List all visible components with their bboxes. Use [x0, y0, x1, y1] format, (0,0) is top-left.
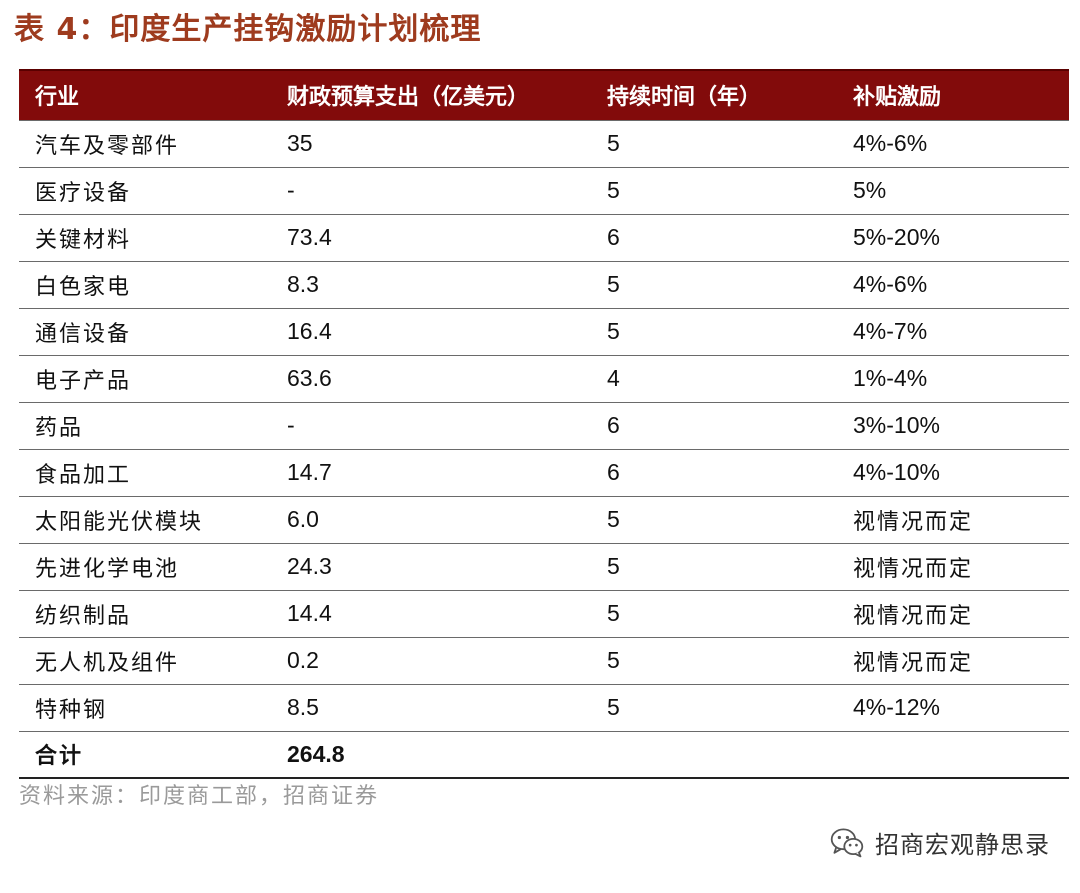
brand-name: 招商宏观静思录 [875, 830, 1050, 859]
table-row: 无人机及组件 0.2 5 视情况而定 [19, 637, 1069, 685]
incentive-cell: 视情况而定 [837, 590, 1069, 638]
incentive-cell: 5%-20% [837, 214, 1069, 262]
budget-cell: 8.5 [271, 684, 591, 732]
budget-cell: 73.4 [271, 214, 591, 262]
incentive-cell: 4%-10% [837, 449, 1069, 497]
table-header-row: 行业 财政预算支出（亿美元） 持续时间（年） 补贴激励 [19, 69, 1069, 120]
industry-cell: 关键材料 [19, 214, 271, 262]
wechat-icon [830, 828, 864, 858]
header-incentive: 补贴激励 [837, 69, 1069, 120]
duration-cell: 6 [591, 214, 837, 262]
total-empty-incentive [837, 731, 1069, 779]
total-row: 合计 264.8 [19, 731, 1069, 779]
industry-cell: 汽车及零部件 [19, 119, 271, 168]
duration-cell: 5 [591, 119, 837, 168]
total-label: 合计 [19, 731, 271, 779]
incentive-cell: 4%-6% [837, 119, 1069, 168]
table-row: 电子产品 63.6 4 1%-4% [19, 355, 1069, 403]
industry-cell: 食品加工 [19, 449, 271, 497]
industry-cell: 通信设备 [19, 308, 271, 356]
incentive-cell: 1%-4% [837, 355, 1069, 403]
header-industry: 行业 [19, 69, 271, 120]
industry-cell: 特种钢 [19, 684, 271, 732]
incentive-cell: 3%-10% [837, 402, 1069, 450]
industry-cell: 先进化学电池 [19, 543, 271, 591]
incentive-cell: 视情况而定 [837, 637, 1069, 685]
table-row: 汽车及零部件 35 5 4%-6% [19, 119, 1069, 168]
table-row: 太阳能光伏模块 6.0 5 视情况而定 [19, 496, 1069, 544]
budget-cell: 6.0 [271, 496, 591, 544]
table-row: 特种钢 8.5 5 4%-12% [19, 684, 1069, 732]
industry-cell: 药品 [19, 402, 271, 450]
budget-cell: 8.3 [271, 261, 591, 309]
budget-cell: 35 [271, 119, 591, 168]
total-value: 264.8 [271, 731, 591, 779]
industry-cell: 纺织制品 [19, 590, 271, 638]
table-row: 通信设备 16.4 5 4%-7% [19, 308, 1069, 356]
duration-cell: 4 [591, 355, 837, 403]
incentive-cell: 4%-6% [837, 261, 1069, 309]
incentive-cell: 视情况而定 [837, 496, 1069, 544]
incentive-cell: 5% [837, 167, 1069, 215]
duration-cell: 5 [591, 496, 837, 544]
duration-cell: 5 [591, 684, 837, 732]
budget-cell: - [271, 402, 591, 450]
industry-cell: 白色家电 [19, 261, 271, 309]
incentive-cell: 视情况而定 [837, 543, 1069, 591]
budget-cell: 14.4 [271, 590, 591, 638]
industry-cell: 电子产品 [19, 355, 271, 403]
table-row: 白色家电 8.3 5 4%-6% [19, 261, 1069, 309]
source-note: 资料来源：印度商工部，招商证券 [19, 784, 380, 809]
pli-table: 行业 财政预算支出（亿美元） 持续时间（年） 补贴激励 汽车及零部件 35 5 4%-… [19, 69, 1069, 779]
incentive-cell: 4%-12% [837, 684, 1069, 732]
table-row: 关键材料 73.4 6 5%-20% [19, 214, 1069, 262]
total-empty-duration [591, 731, 837, 779]
industry-cell: 太阳能光伏模块 [19, 496, 271, 544]
duration-cell: 5 [591, 261, 837, 309]
duration-cell: 5 [591, 637, 837, 685]
duration-cell: 5 [591, 167, 837, 215]
budget-cell: 14.7 [271, 449, 591, 497]
table-row: 药品 -6 3%-10% [19, 402, 1069, 450]
duration-cell: 5 [591, 543, 837, 591]
table-row: 纺织制品 14.4 5 视情况而定 [19, 590, 1069, 638]
table-title: 表 4：印度生产挂钩激励计划梳理 [14, 12, 482, 47]
header-duration: 持续时间（年） [591, 69, 837, 120]
industry-cell: 医疗设备 [19, 167, 271, 215]
table-row: 食品加工 14.7 6 4%-10% [19, 449, 1069, 497]
header-budget: 财政预算支出（亿美元） [271, 69, 591, 120]
table-row: 医疗设备 -5 5% [19, 167, 1069, 215]
table-row: 先进化学电池 24.3 5 视情况而定 [19, 543, 1069, 591]
duration-cell: 5 [591, 590, 837, 638]
incentive-cell: 4%-7% [837, 308, 1069, 356]
duration-cell: 5 [591, 308, 837, 356]
budget-cell: 16.4 [271, 308, 591, 356]
budget-cell: 63.6 [271, 355, 591, 403]
budget-cell: 24.3 [271, 543, 591, 591]
duration-cell: 6 [591, 449, 837, 497]
budget-cell: - [271, 167, 591, 215]
industry-cell: 无人机及组件 [19, 637, 271, 685]
duration-cell: 6 [591, 402, 837, 450]
brand-watermark: 招商宏观静思录 [829, 822, 1050, 862]
budget-cell: 0.2 [271, 637, 591, 685]
